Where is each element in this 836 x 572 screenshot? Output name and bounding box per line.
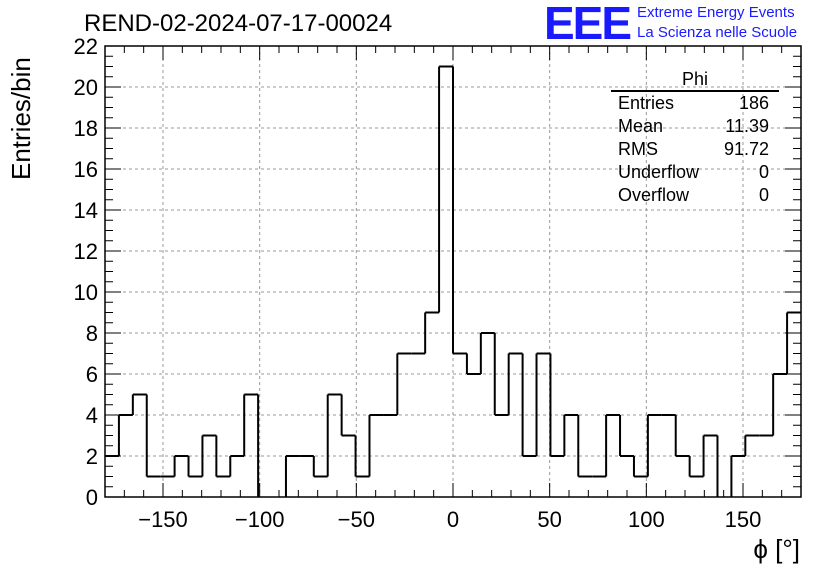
stats-label: Underflow: [618, 162, 700, 182]
logo-line1: Extreme Energy Events: [637, 4, 795, 21]
y-tick-label: 22: [74, 34, 98, 59]
stats-value: 11.39: [725, 116, 769, 136]
stats-row: Overflow 0: [611, 184, 779, 207]
x-tick-label: 100: [628, 507, 665, 532]
stats-value: 0: [758, 185, 769, 205]
stats-row: Entries 186: [611, 92, 779, 115]
stats-value: 0: [758, 162, 769, 182]
y-tick-label: 10: [74, 280, 98, 305]
y-tick-label: 16: [74, 157, 98, 182]
y-tick-label: 8: [86, 321, 98, 346]
y-tick-label: 20: [74, 75, 98, 100]
y-tick-label: 14: [74, 198, 98, 223]
stats-title: Phi: [611, 68, 779, 92]
stats-row: Underflow 0: [611, 161, 779, 184]
stats-box: Phi Entries 186 Mean 11.39 RMS 91.72 Underf…: [611, 68, 779, 207]
x-tick-label: −100: [235, 507, 285, 532]
x-axis-label: ϕ [°]: [753, 534, 800, 564]
x-tick-label: 150: [725, 507, 762, 532]
histogram-series: [105, 65, 801, 497]
x-tick-label: 50: [537, 507, 561, 532]
y-tick-label: 4: [86, 403, 98, 428]
y-tick-label: 2: [86, 444, 98, 469]
y-tick-label: 12: [74, 239, 98, 264]
stats-label: Entries: [618, 93, 675, 113]
x-tick-label: −50: [338, 507, 375, 532]
stats-label: Mean: [618, 116, 664, 136]
y-tick-label: 6: [86, 362, 98, 387]
logo-line2: La Scienza nelle Scuole: [637, 24, 798, 41]
stats-row: RMS 91.72: [611, 138, 779, 161]
stats-label: Overflow: [618, 185, 690, 205]
y-tick-label: 0: [86, 485, 98, 510]
x-tick-label: 0: [447, 507, 459, 532]
x-tick-label: −150: [138, 507, 188, 532]
stats-label: RMS: [618, 139, 658, 159]
axes: −150 −100 −50 0 50 100 150 0 2 4 6 8 10 12 14 16 18 20 22: [74, 34, 802, 532]
stats-row: Mean 11.39: [611, 115, 779, 138]
chart-title: REND-02-2024-07-17-00024: [84, 10, 393, 37]
y-tick-label: 18: [74, 116, 98, 141]
stats-value: 186: [738, 93, 769, 113]
y-axis-label: Entries/bin: [6, 57, 36, 180]
eee-logo: EEE: [544, 0, 632, 49]
stats-value: 91.72: [723, 139, 769, 159]
